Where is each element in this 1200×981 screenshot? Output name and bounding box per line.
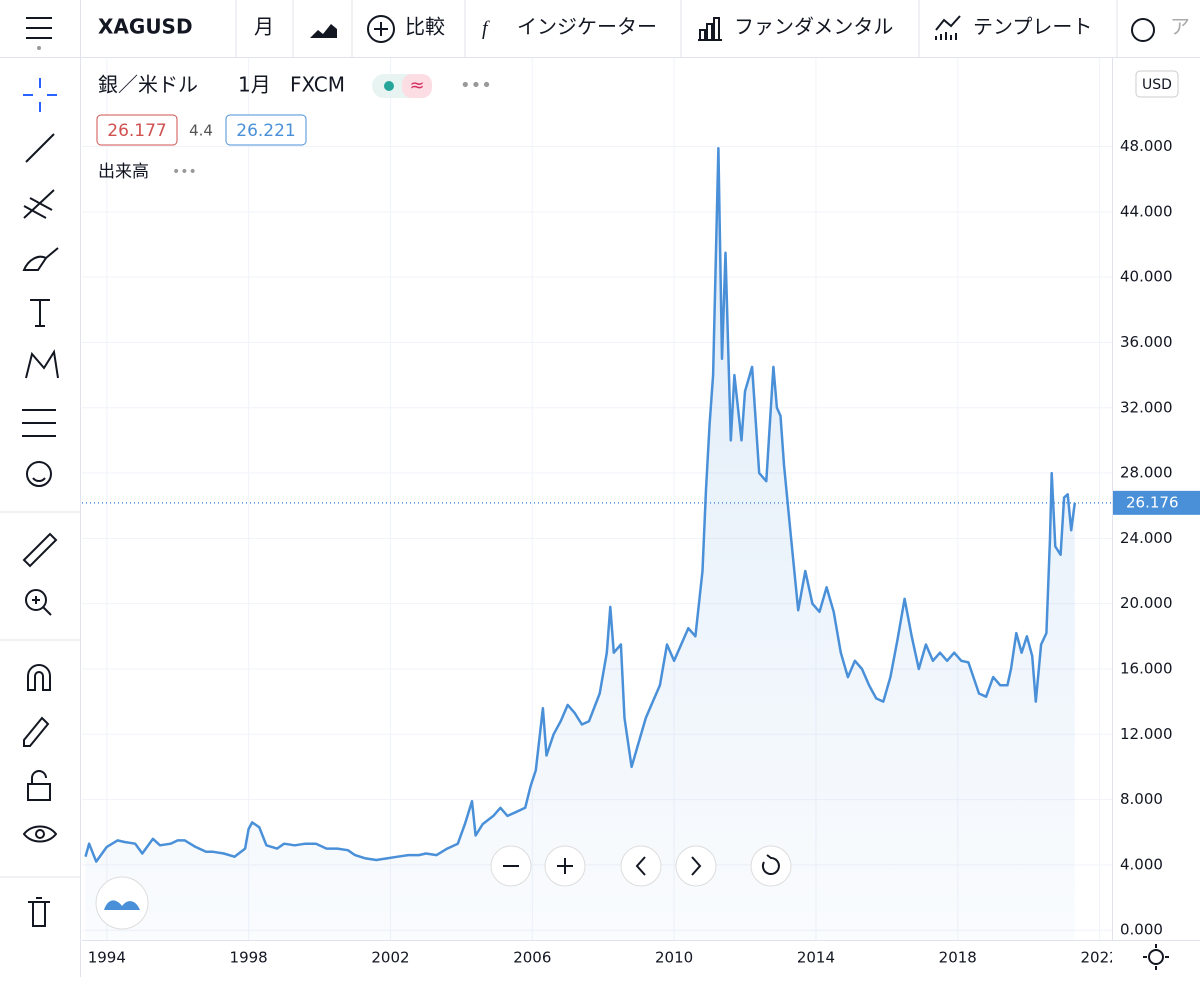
- zoom-tool[interactable]: [25, 589, 52, 616]
- x-tick-label: 2014: [797, 949, 835, 967]
- brush-tool[interactable]: [22, 247, 59, 271]
- top-toolbar: [0, 0, 1200, 57]
- x-axis: 1994 1998 2002 2006 2010 2014 2018 2022: [88, 949, 1118, 967]
- lock-drawing-tool[interactable]: [23, 716, 50, 747]
- x-tick-label: 1998: [230, 949, 268, 967]
- bid-price: 26.177: [107, 121, 166, 141]
- ask-price: 26.221: [236, 121, 295, 141]
- currency-button[interactable]: [1135, 70, 1179, 98]
- plot: [82, 146, 1112, 940]
- volume-more[interactable]: •••: [172, 164, 197, 180]
- templates-button[interactable]: テンプレート: [973, 15, 1092, 39]
- interval-button[interactable]: 月: [254, 15, 274, 39]
- currency: USD: [1142, 77, 1172, 93]
- pattern-tool[interactable]: [25, 349, 59, 379]
- compare-button[interactable]: 比較: [405, 15, 445, 39]
- y-tick-label: 24.000: [1120, 529, 1173, 547]
- y-tick-label: 20.000: [1120, 594, 1173, 612]
- legend-interval: 1月: [238, 73, 271, 97]
- x-tick-label: 2018: [939, 949, 977, 967]
- x-tick-label: 1994: [88, 949, 126, 967]
- pitchfork-tool[interactable]: [23, 189, 55, 219]
- settings-button[interactable]: [1143, 944, 1169, 970]
- y-tick-label: 48.000: [1120, 137, 1173, 155]
- compare-icon[interactable]: [367, 15, 395, 43]
- ruler-tool[interactable]: [22, 532, 58, 568]
- templates-icon[interactable]: [935, 15, 961, 40]
- visibility-tool[interactable]: [22, 825, 58, 843]
- delete-tool[interactable]: [28, 897, 50, 927]
- magnet-tool[interactable]: [27, 664, 51, 691]
- compare-toggle[interactable]: ≈: [409, 75, 424, 96]
- indicator-icon[interactable]: f: [482, 18, 490, 40]
- zoom-in-button[interactable]: [544, 845, 586, 887]
- menu-button[interactable]: [26, 17, 52, 50]
- alert-icon[interactable]: [1131, 18, 1155, 42]
- y-tick-label: 12.000: [1120, 725, 1173, 743]
- left-toolbar: [0, 78, 80, 927]
- scroll-left-button[interactable]: [620, 845, 662, 887]
- fundamentals-icon[interactable]: [698, 17, 722, 41]
- legend-source: FXCM: [290, 73, 345, 97]
- x-tick-label: 2010: [655, 949, 693, 967]
- last-price-label: 26.176: [1126, 493, 1179, 511]
- x-tick-label: 2006: [513, 949, 551, 967]
- lock-tool[interactable]: [27, 770, 51, 801]
- legend-more[interactable]: •••: [460, 75, 492, 96]
- symbol[interactable]: XAGUSD: [98, 15, 193, 39]
- y-tick-label: 16.000: [1120, 659, 1173, 677]
- scroll-right-button[interactable]: [675, 845, 717, 887]
- y-tick-label: 40.000: [1120, 268, 1173, 286]
- y-tick-label: 8.000: [1120, 790, 1163, 808]
- area-fill: [85, 148, 1075, 940]
- price-line: [84, 146, 1077, 863]
- spread: 4.4: [189, 122, 213, 140]
- y-tick-label: 32.000: [1120, 398, 1173, 416]
- y-tick-label: 0.000: [1120, 921, 1163, 939]
- fundamentals-button[interactable]: ファンダメンタル: [734, 15, 893, 39]
- logo-button[interactable]: [95, 876, 149, 930]
- x-tick-label: 2002: [371, 949, 409, 967]
- trendline-tool[interactable]: [25, 133, 55, 163]
- more-button[interactable]: ア: [1170, 15, 1190, 39]
- y-tick-label: 28.000: [1120, 464, 1173, 482]
- chart-style-button[interactable]: [310, 24, 337, 38]
- legend-name: 銀／米ドル: [98, 73, 198, 97]
- y-tick-label: 44.000: [1120, 202, 1173, 220]
- last-price-box: [1113, 490, 1200, 515]
- emoji-tool[interactable]: [26, 461, 52, 487]
- zoom-out-button[interactable]: [490, 845, 532, 887]
- crosshair-tool[interactable]: [23, 78, 57, 112]
- indicators-button[interactable]: インジケーター: [517, 15, 657, 39]
- volume-label: 出来高: [98, 162, 149, 182]
- x-tick-label: 2022: [1080, 949, 1118, 967]
- text-tool[interactable]: [30, 299, 50, 327]
- y-tick-label: 36.000: [1120, 333, 1173, 351]
- reset-button[interactable]: [750, 845, 792, 887]
- prediction-tool[interactable]: [22, 409, 56, 437]
- y-tick-label: 4.000: [1120, 855, 1163, 873]
